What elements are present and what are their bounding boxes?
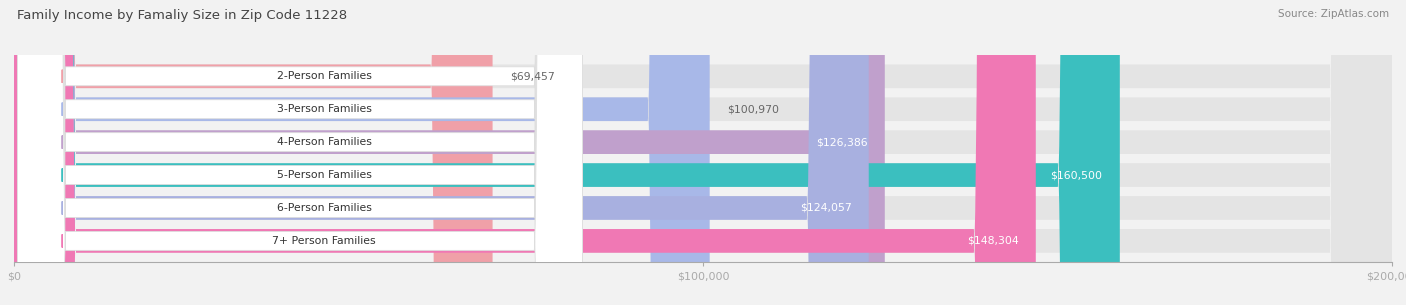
- Text: 3-Person Families: 3-Person Families: [277, 104, 371, 114]
- Text: 2-Person Families: 2-Person Families: [277, 71, 371, 81]
- FancyBboxPatch shape: [17, 0, 582, 305]
- Text: $148,304: $148,304: [967, 236, 1018, 246]
- FancyBboxPatch shape: [14, 0, 869, 305]
- FancyBboxPatch shape: [14, 0, 1392, 305]
- Text: 5-Person Families: 5-Person Families: [277, 170, 371, 180]
- FancyBboxPatch shape: [14, 0, 1392, 305]
- FancyBboxPatch shape: [17, 0, 582, 305]
- Text: Family Income by Famaliy Size in Zip Code 11228: Family Income by Famaliy Size in Zip Cod…: [17, 9, 347, 22]
- FancyBboxPatch shape: [17, 0, 582, 305]
- Text: $124,057: $124,057: [800, 203, 852, 213]
- Text: 7+ Person Families: 7+ Person Families: [273, 236, 375, 246]
- Text: $160,500: $160,500: [1050, 170, 1102, 180]
- FancyBboxPatch shape: [14, 0, 1392, 305]
- FancyBboxPatch shape: [17, 0, 582, 305]
- FancyBboxPatch shape: [14, 0, 1392, 305]
- FancyBboxPatch shape: [14, 0, 710, 305]
- FancyBboxPatch shape: [14, 0, 492, 305]
- Text: $69,457: $69,457: [510, 71, 554, 81]
- Text: $100,970: $100,970: [727, 104, 779, 114]
- FancyBboxPatch shape: [14, 0, 1392, 305]
- FancyBboxPatch shape: [14, 0, 1392, 305]
- Text: $126,386: $126,386: [815, 137, 868, 147]
- FancyBboxPatch shape: [14, 0, 1119, 305]
- FancyBboxPatch shape: [14, 0, 884, 305]
- Text: 4-Person Families: 4-Person Families: [277, 137, 371, 147]
- Text: 6-Person Families: 6-Person Families: [277, 203, 371, 213]
- FancyBboxPatch shape: [17, 0, 582, 305]
- FancyBboxPatch shape: [14, 0, 1036, 305]
- Text: Source: ZipAtlas.com: Source: ZipAtlas.com: [1278, 9, 1389, 19]
- FancyBboxPatch shape: [17, 0, 582, 305]
